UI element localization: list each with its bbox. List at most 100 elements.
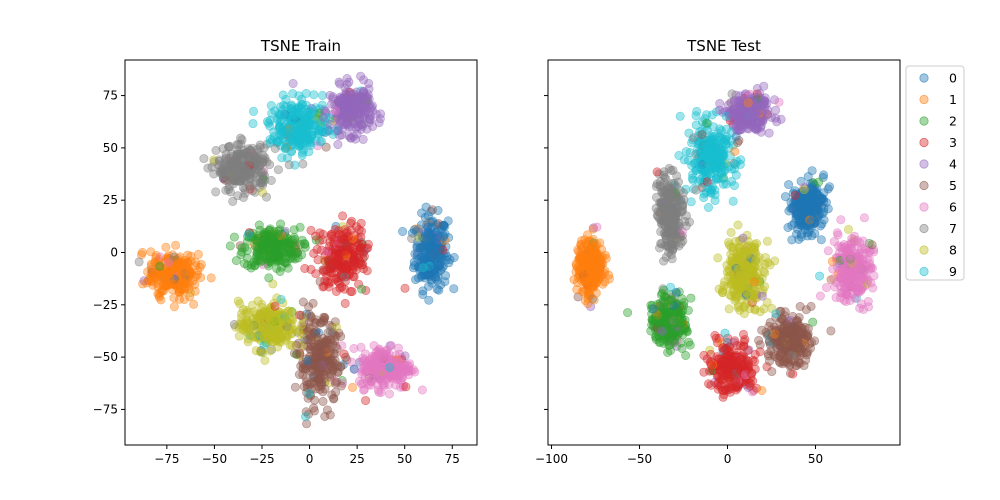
scatter-point [263,243,273,253]
scatter-point [356,242,366,252]
scatter-point [360,373,370,383]
scatter-point [234,176,244,186]
scatter-point [303,356,313,366]
scatter-point [449,253,459,263]
scatter-point [313,255,323,265]
scatter-point [369,341,379,351]
scatter-point [337,341,347,351]
scatter-point [325,91,335,101]
scatter-point [294,326,304,336]
scatter-point [795,301,805,311]
x-tick-label: 75 [445,452,460,466]
scatter-point [177,277,187,287]
train-plot-panel: TSNE Train −75 −50 −25 0 25 50 75−75−50−250255… [93,37,478,466]
scatter-point [185,292,195,302]
scatter-point [287,340,297,350]
scatter-point [808,317,818,327]
scatter-point [757,325,767,335]
scatter-point [774,97,784,107]
scatter-point [234,319,244,329]
scatter-point [434,252,444,262]
scatter-point [263,329,273,339]
scatter-point [815,291,825,301]
scatter-point [175,294,185,304]
scatter-point [218,144,228,154]
scatter-point [243,260,253,270]
scatter-point [336,246,346,256]
scatter-point [859,213,869,223]
scatter-point [324,241,334,251]
x-tick-label: −75 [154,452,179,466]
scatter-point [292,108,302,118]
scatter-point [796,232,806,242]
scatter-point [407,234,417,244]
scatter-point [376,376,386,386]
scatter-point [338,234,348,244]
scatter-point [702,118,712,128]
scatter-point [362,92,372,102]
scatter-point [371,361,381,371]
scatter-point [313,336,323,346]
scatter-point [347,287,357,297]
scatter-point [433,244,443,254]
scatter-point [302,335,312,345]
scatter-point [296,310,306,320]
scatter-point [727,164,737,174]
scatter-point [364,78,374,88]
scatter-point [326,99,336,109]
scatter-point [272,263,282,273]
scatter-point [309,90,319,100]
scatter-point [736,155,746,165]
x-tick-label: 50 [397,452,412,466]
scatter-point [304,147,314,157]
scatter-point [276,294,286,304]
scatter-point [334,77,344,87]
scatter-point [678,188,688,198]
scatter-point [770,256,780,266]
scatter-point [340,115,350,125]
scatter-point [233,296,243,306]
test-plot-panel: TSNE Test −100 −50 0 50 [535,37,901,466]
scatter-point [393,343,403,353]
scatter-point [826,326,836,336]
scatter-point [300,412,310,422]
scatter-point [264,250,274,260]
scatter-point [292,349,302,359]
scatter-point [275,129,285,139]
scatter-point [142,278,152,288]
scatter-point [767,367,777,377]
scatter-point [727,89,737,99]
scatter-point [226,187,236,197]
scatter-point [449,284,459,294]
scatter-point [735,305,745,315]
scatter-point [186,251,196,261]
scatter-point [272,229,282,239]
x-tick-label: −50 [202,452,227,466]
scatter-point [287,235,297,245]
scatter-point [327,390,337,400]
plot-area [125,60,477,445]
scatter-point [432,284,442,294]
scatter-point [723,385,733,395]
scatter-point [424,295,434,305]
scatter-point [217,168,227,178]
scatter-point [295,222,305,232]
scatter-point [173,258,183,268]
x-tick-label: 25 [349,452,364,466]
scatter-point [284,137,294,147]
scatter-point [206,273,216,283]
scatter-point [239,183,249,193]
scatter-point [788,369,798,379]
scatter-point [383,370,393,380]
scatter-point [147,267,157,277]
scatter-point [196,273,206,283]
scatter-point [358,134,368,144]
scatter-point [332,344,342,354]
scatter-point [707,110,717,120]
scatter-point [350,134,360,144]
scatter-point [278,90,288,100]
scatter-point [733,220,743,230]
scatter-point [720,328,730,338]
scatter-point [425,237,435,247]
scatter-point [826,275,836,285]
